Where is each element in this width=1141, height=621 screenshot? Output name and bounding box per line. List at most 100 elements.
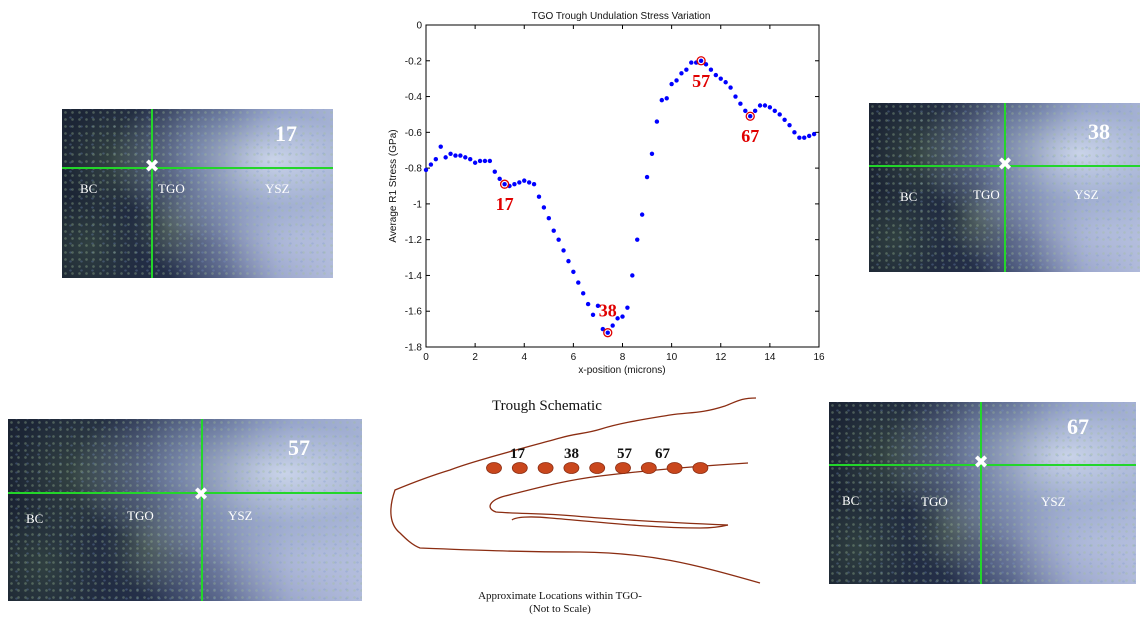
data-point xyxy=(482,158,488,164)
data-point xyxy=(792,130,797,135)
schematic-caption-line2: (Not to Scale) xyxy=(529,603,591,615)
schematic-location-labels: 17 38 57 67 xyxy=(510,446,671,462)
label-ysz: YSZ xyxy=(228,508,253,523)
y-tick-label: -0.2 xyxy=(405,56,423,67)
data-point xyxy=(654,119,660,124)
crosshair-vertical xyxy=(1004,103,1006,272)
label-bc: BC xyxy=(842,493,860,508)
label-ysz: YSZ xyxy=(265,181,290,196)
y-tick-label: -1 xyxy=(413,199,422,210)
x-tick-label: 6 xyxy=(571,352,577,363)
x-tick-label: 10 xyxy=(666,352,678,363)
y-tick-label: -1.2 xyxy=(405,235,423,246)
x-tick-label: 14 xyxy=(764,352,776,363)
data-point xyxy=(728,85,733,90)
data-point xyxy=(718,76,723,81)
data-point xyxy=(767,105,773,110)
y-tick-label: 0 xyxy=(416,21,422,32)
plot-frame xyxy=(425,24,820,348)
location-ellipse xyxy=(615,462,631,474)
data-point xyxy=(590,312,596,317)
data-point xyxy=(625,305,630,310)
location-ellipse xyxy=(537,462,554,474)
data-point xyxy=(635,237,640,242)
highlight-label-67: 67 xyxy=(741,126,759,146)
micrograph-number: 67 xyxy=(1067,414,1089,439)
data-point xyxy=(443,155,448,160)
data-point xyxy=(600,326,606,332)
data-point xyxy=(777,112,782,117)
micrograph-17: ✖ 17 BC TGO YSZ xyxy=(62,109,333,278)
data-point xyxy=(605,330,610,335)
data-point xyxy=(497,176,502,182)
data-point xyxy=(531,182,537,187)
data-point xyxy=(738,101,743,106)
data-point xyxy=(639,212,645,217)
micrograph-number: 38 xyxy=(1088,119,1110,144)
data-point xyxy=(757,103,763,108)
data-point xyxy=(576,280,581,285)
crosshair-x-icon: ✖ xyxy=(144,156,160,177)
data-point xyxy=(487,158,493,164)
crosshair-x-icon: ✖ xyxy=(973,452,989,473)
highlight-label-17: 17 xyxy=(496,194,514,214)
data-point xyxy=(468,156,473,162)
x-tick-label: 16 xyxy=(813,352,825,363)
data-point xyxy=(698,58,704,63)
y-tick-label: -0.8 xyxy=(405,164,423,175)
micrograph-38: ✖ 38 BC TGO YSZ xyxy=(869,103,1140,272)
data-point xyxy=(644,174,650,180)
data-point xyxy=(477,158,483,164)
data-point xyxy=(595,303,601,309)
highlight-marker-67 xyxy=(745,111,755,121)
highlight-marker-38 xyxy=(603,328,613,338)
data-point xyxy=(556,237,561,242)
highlight-markers: 17 38 57 67 xyxy=(496,56,759,338)
x-tick-label: 8 xyxy=(620,352,626,363)
micrograph-number: 57 xyxy=(288,435,310,460)
data-point xyxy=(526,180,532,185)
location-ellipse xyxy=(692,462,709,474)
location-ellipses xyxy=(486,462,709,474)
crosshair-x-icon: ✖ xyxy=(997,154,1013,175)
data-point xyxy=(669,81,674,87)
schematic-label-38: 38 xyxy=(564,446,579,462)
location-ellipse xyxy=(589,462,606,474)
micrograph-texture xyxy=(62,109,333,278)
data-point xyxy=(546,216,552,221)
highlight-marker-17 xyxy=(499,179,510,189)
data-point xyxy=(472,160,478,165)
trough-outline-inner xyxy=(511,516,729,529)
schematic-caption: Approximate Locations within TGO- (Not t… xyxy=(460,590,660,616)
location-ellipse xyxy=(563,462,580,474)
label-bc: BC xyxy=(26,511,44,526)
micrograph-number: 17 xyxy=(275,121,297,146)
micrograph-texture xyxy=(829,402,1136,584)
data-point xyxy=(708,67,714,72)
data-point xyxy=(522,178,527,183)
data-point xyxy=(561,248,566,253)
highlight-label-57: 57 xyxy=(692,71,710,91)
x-tick-label: 12 xyxy=(715,352,727,363)
crosshair-horizontal xyxy=(62,167,333,169)
y-tick-label: -1.8 xyxy=(405,343,423,354)
data-point xyxy=(507,183,512,189)
crosshair-horizontal xyxy=(8,492,362,494)
data-point xyxy=(517,180,522,185)
data-point xyxy=(566,258,571,264)
data-point xyxy=(615,316,620,321)
data-point xyxy=(536,194,542,199)
data-point xyxy=(703,62,709,67)
data-point xyxy=(693,60,699,65)
data-point xyxy=(733,94,738,99)
data-point xyxy=(752,108,758,114)
data-point xyxy=(772,108,777,114)
data-point xyxy=(713,72,719,78)
schematic-label-57: 57 xyxy=(617,446,633,462)
data-point xyxy=(585,301,591,307)
data-point xyxy=(748,114,753,119)
crosshair-horizontal xyxy=(829,464,1136,466)
data-point xyxy=(743,108,748,114)
data-point xyxy=(571,269,576,275)
data-point xyxy=(581,291,586,296)
